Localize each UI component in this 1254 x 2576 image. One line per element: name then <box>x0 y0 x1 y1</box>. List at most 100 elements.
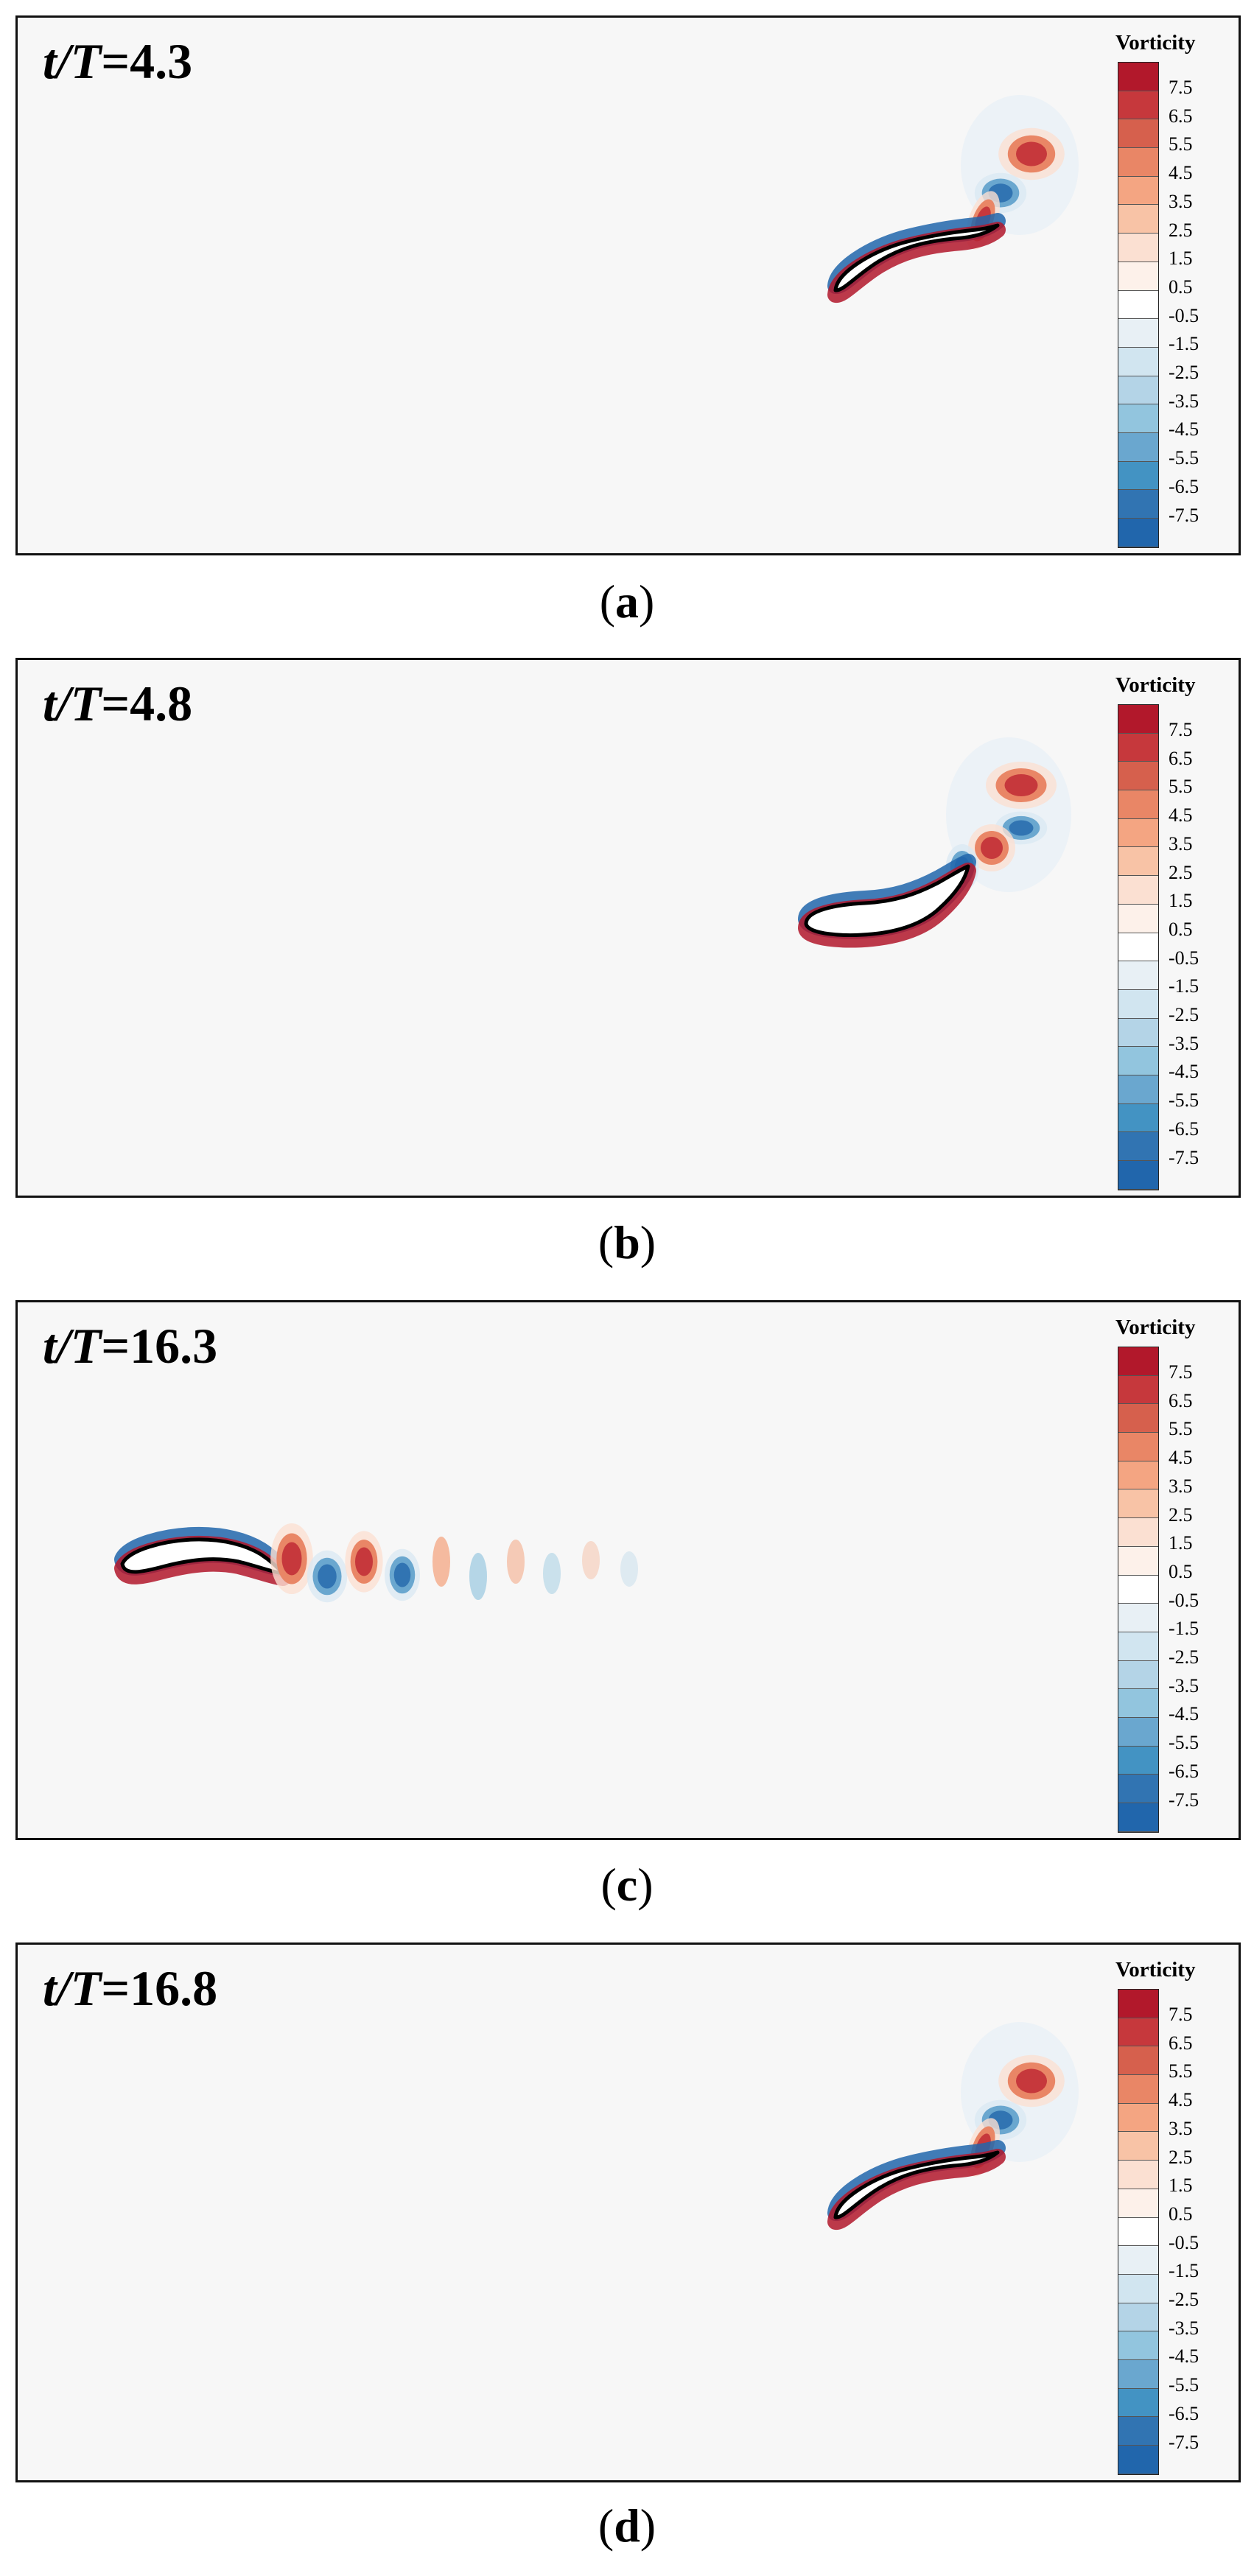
vorticity-panel: t/T=4.8 Vorticity 7.5 6.5 5.5 4.5 3.5 2.5 1.5 0.5… <box>15 658 1241 1198</box>
colorbar-tick-label: 3.5 <box>1169 1475 1193 1497</box>
colorbar <box>1118 62 1159 548</box>
colorbar-tick-label: 5.5 <box>1169 133 1193 155</box>
colorbar-tick-label: 3.5 <box>1169 190 1193 212</box>
colorbar-swatch <box>1118 1404 1158 1433</box>
colorbar-tick-label: 1.5 <box>1169 1532 1193 1554</box>
vorticity-field <box>114 1523 638 1603</box>
colorbar-tick-label: 1.5 <box>1169 890 1193 912</box>
colorbar-swatch <box>1118 2189 1158 2218</box>
colorbar-tick-label: 0.5 <box>1169 918 1193 940</box>
colorbar-tick-label: 0.5 <box>1169 1560 1193 1582</box>
time-variable: t/T <box>43 1318 102 1374</box>
vortex-negative <box>543 1553 561 1594</box>
colorbar-tick-label: -0.5 <box>1169 2231 1199 2253</box>
colorbar-swatch <box>1118 933 1158 962</box>
colorbar-swatch <box>1118 1375 1158 1405</box>
vorticity-panel: t/T=16.3 Vorticity 7.5 6.5 5.5 4.5 3.5 2.5 1.5 0.… <box>15 1300 1241 1840</box>
colorbar-swatch <box>1118 1717 1158 1747</box>
colorbar-swatch <box>1118 2446 1158 2474</box>
colorbar-swatch <box>1118 234 1158 262</box>
vorticity-panel: t/T=16.8 Vorticity 7.5 6.5 5.5 4.5 3.5 2.5 1.5 0.… <box>15 1942 1241 2482</box>
colorbar-swatch <box>1118 404 1158 433</box>
time-value: =16.3 <box>101 1318 218 1374</box>
colorbar-swatch <box>1118 1746 1158 1775</box>
colorbar-swatch <box>1118 1347 1158 1376</box>
vorticity-panel: t/T=4.3 Vorticity 7.5 6.5 5.5 4.5 3.5 2.5 1.5 0.5… <box>15 15 1241 555</box>
colorbar-tick-label: -3.5 <box>1169 1674 1199 1696</box>
time-label: t/T=4.3 <box>43 32 192 91</box>
vorticity-legend: Vorticity 7.5 6.5 5.5 4.5 3.5 2.5 1.5 0.5 -0.5 -1.… <box>1115 1316 1233 1833</box>
colorbar-swatch <box>1118 432 1158 462</box>
colorbar-tick-label: 6.5 <box>1169 2032 1193 2054</box>
colorbar-tick-label: 1.5 <box>1169 2175 1193 2197</box>
colorbar-tick-label: 5.5 <box>1169 776 1193 798</box>
colorbar-swatch <box>1118 1518 1158 1547</box>
colorbar-swatch <box>1118 63 1158 91</box>
colorbar-tick-label: 4.5 <box>1169 2089 1193 2111</box>
legend-title: Vorticity <box>1115 1958 1196 1982</box>
colorbar-swatch <box>1118 2274 1158 2303</box>
time-label: t/T=16.8 <box>43 1959 217 2018</box>
colorbar-swatch <box>1118 1575 1158 1604</box>
colorbar-tick-label: -5.5 <box>1169 2374 1199 2396</box>
colorbar-tick-label: -6.5 <box>1169 475 1199 497</box>
colorbar-tick-label: -1.5 <box>1169 2260 1199 2282</box>
colorbar-swatch <box>1118 461 1158 491</box>
colorbar-swatch <box>1118 989 1158 1019</box>
colorbar-tick-label: -4.5 <box>1169 2345 1199 2368</box>
vorticity-field <box>798 737 1071 948</box>
colorbar-swatch <box>1118 1047 1158 1075</box>
vortex-positive <box>345 1531 383 1593</box>
colorbar-tick-label: -3.5 <box>1169 2317 1199 2339</box>
colorbar-tick-label: 5.5 <box>1169 1418 1193 1440</box>
panel-caption: (b) <box>598 1216 656 1268</box>
colorbar-swatch <box>1118 1990 1158 2018</box>
vortex-positive <box>986 762 1057 809</box>
colorbar-tick-label: 0.5 <box>1169 276 1193 298</box>
colorbar-tick-label: 0.5 <box>1169 2203 1193 2225</box>
colorbar-tick-label: -5.5 <box>1169 1089 1199 1112</box>
colorbar-swatch <box>1118 1433 1158 1461</box>
vortex-positive <box>998 127 1065 180</box>
colorbar-tick-label: 6.5 <box>1169 747 1193 769</box>
colorbar-tick-label: 4.5 <box>1169 804 1193 827</box>
colorbar-swatch <box>1118 205 1158 234</box>
colorbar-swatch <box>1118 2132 1158 2161</box>
colorbar-tick-label: -0.5 <box>1169 1589 1199 1611</box>
colorbar-swatch <box>1118 1660 1158 1690</box>
caption-letter: a <box>615 575 639 628</box>
time-label: t/T=16.3 <box>43 1317 217 1375</box>
caption-letter: d <box>614 2499 640 2552</box>
caption-letter: b <box>614 1216 640 1268</box>
colorbar-swatch <box>1118 2103 1158 2133</box>
colorbar-tick-label: -2.5 <box>1169 2289 1199 2310</box>
colorbar-tick-label: -2.5 <box>1169 362 1199 383</box>
colorbar-swatch <box>1118 733 1158 762</box>
vortex-positive <box>998 2054 1065 2108</box>
colorbar-swatch <box>1118 519 1158 547</box>
colorbar-swatch <box>1118 1132 1158 1161</box>
foil <box>798 854 976 948</box>
vortex-positive <box>270 1523 313 1594</box>
vortex-positive <box>968 824 1015 871</box>
colorbar-swatch <box>1118 490 1158 519</box>
colorbar-swatch <box>1118 2388 1158 2418</box>
foil <box>827 2140 1006 2230</box>
colorbar-swatch <box>1118 790 1158 819</box>
colorbar-swatch <box>1118 762 1158 791</box>
colorbar-swatch <box>1118 1546 1158 1576</box>
colorbar-tick-label: 2.5 <box>1169 861 1193 883</box>
colorbar-tick-label: -4.5 <box>1169 1061 1199 1083</box>
colorbar-swatch <box>1118 1803 1158 1832</box>
panel-caption: (a) <box>599 575 655 628</box>
foil <box>114 1526 291 1586</box>
colorbar-swatch <box>1118 2075 1158 2104</box>
colorbar-tick-label: -1.5 <box>1169 975 1199 997</box>
colorbar-tick-label: 7.5 <box>1169 1361 1193 1383</box>
vortex-negative <box>307 1550 348 1603</box>
colorbar <box>1118 1347 1159 1833</box>
colorbar-tick-label: 2.5 <box>1169 219 1193 241</box>
time-value: =4.8 <box>101 675 193 731</box>
colorbar-swatch <box>1118 119 1158 149</box>
colorbar-tick-label: -4.5 <box>1169 418 1199 441</box>
